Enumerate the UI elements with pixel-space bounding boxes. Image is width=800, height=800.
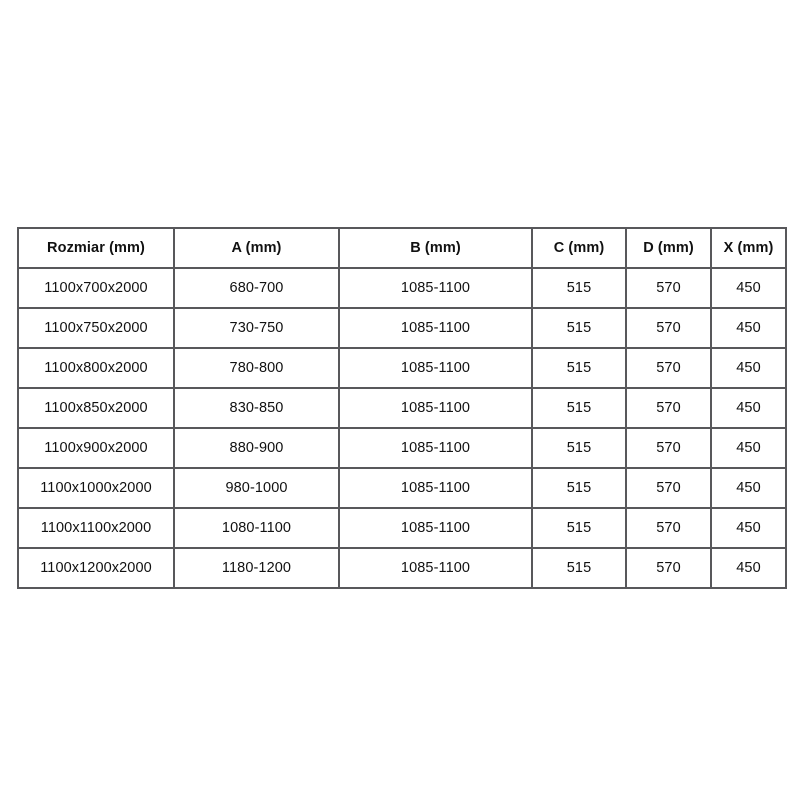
cell-d: 570 bbox=[625, 387, 712, 429]
table-body: 1100x700x2000 680-700 1085-1100 515 570 450 11… bbox=[17, 267, 787, 589]
cell-b: 1085-1100 bbox=[338, 427, 533, 469]
cell-x: 450 bbox=[710, 307, 787, 349]
cell-b: 1085-1100 bbox=[338, 267, 533, 309]
column-header-b: B (mm) bbox=[338, 227, 533, 269]
specification-table: Rozmiar (mm) A (mm) B (mm) C (mm) D (mm) X (m… bbox=[17, 227, 787, 589]
cell-c: 515 bbox=[531, 467, 627, 509]
cell-b: 1085-1100 bbox=[338, 387, 533, 429]
cell-a: 880-900 bbox=[173, 427, 340, 469]
cell-a: 730-750 bbox=[173, 307, 340, 349]
cell-d: 570 bbox=[625, 267, 712, 309]
cell-b: 1085-1100 bbox=[338, 507, 533, 549]
cell-rozmiar: 1100x800x2000 bbox=[17, 347, 175, 389]
cell-b: 1085-1100 bbox=[338, 467, 533, 509]
table-row: 1100x1200x2000 1180-1200 1085-1100 515 570 45… bbox=[17, 547, 787, 589]
cell-b: 1085-1100 bbox=[338, 547, 533, 589]
cell-x: 450 bbox=[710, 347, 787, 389]
cell-rozmiar: 1100x850x2000 bbox=[17, 387, 175, 429]
cell-c: 515 bbox=[531, 347, 627, 389]
cell-c: 515 bbox=[531, 547, 627, 589]
column-header-x: X (mm) bbox=[710, 227, 787, 269]
cell-b: 1085-1100 bbox=[338, 307, 533, 349]
column-header-rozmiar: Rozmiar (mm) bbox=[17, 227, 175, 269]
cell-rozmiar: 1100x1200x2000 bbox=[17, 547, 175, 589]
cell-d: 570 bbox=[625, 467, 712, 509]
cell-rozmiar: 1100x1100x2000 bbox=[17, 507, 175, 549]
cell-x: 450 bbox=[710, 547, 787, 589]
cell-c: 515 bbox=[531, 387, 627, 429]
cell-c: 515 bbox=[531, 307, 627, 349]
cell-rozmiar: 1100x900x2000 bbox=[17, 427, 175, 469]
cell-c: 515 bbox=[531, 267, 627, 309]
specification-table-container: Rozmiar (mm) A (mm) B (mm) C (mm) D (mm) X (m… bbox=[17, 227, 787, 589]
cell-x: 450 bbox=[710, 387, 787, 429]
cell-d: 570 bbox=[625, 427, 712, 469]
column-header-a: A (mm) bbox=[173, 227, 340, 269]
cell-x: 450 bbox=[710, 267, 787, 309]
cell-a: 830-850 bbox=[173, 387, 340, 429]
cell-c: 515 bbox=[531, 427, 627, 469]
cell-d: 570 bbox=[625, 547, 712, 589]
table-header: Rozmiar (mm) A (mm) B (mm) C (mm) D (mm) X (m… bbox=[17, 227, 787, 269]
table-row: 1100x800x2000 780-800 1085-1100 515 570 450 bbox=[17, 347, 787, 389]
cell-a: 1180-1200 bbox=[173, 547, 340, 589]
table-row: 1100x850x2000 830-850 1085-1100 515 570 450 bbox=[17, 387, 787, 429]
table-row: 1100x1000x2000 980-1000 1085-1100 515 570 450 bbox=[17, 467, 787, 509]
cell-a: 1080-1100 bbox=[173, 507, 340, 549]
cell-c: 515 bbox=[531, 507, 627, 549]
table-row: 1100x900x2000 880-900 1085-1100 515 570 450 bbox=[17, 427, 787, 469]
cell-rozmiar: 1100x1000x2000 bbox=[17, 467, 175, 509]
cell-d: 570 bbox=[625, 307, 712, 349]
column-header-c: C (mm) bbox=[531, 227, 627, 269]
cell-d: 570 bbox=[625, 507, 712, 549]
cell-x: 450 bbox=[710, 427, 787, 469]
cell-a: 680-700 bbox=[173, 267, 340, 309]
cell-d: 570 bbox=[625, 347, 712, 389]
table-header-row: Rozmiar (mm) A (mm) B (mm) C (mm) D (mm) X (m… bbox=[17, 227, 787, 269]
cell-a: 980-1000 bbox=[173, 467, 340, 509]
table-row: 1100x1100x2000 1080-1100 1085-1100 515 570 45… bbox=[17, 507, 787, 549]
cell-x: 450 bbox=[710, 467, 787, 509]
cell-rozmiar: 1100x700x2000 bbox=[17, 267, 175, 309]
cell-rozmiar: 1100x750x2000 bbox=[17, 307, 175, 349]
table-row: 1100x750x2000 730-750 1085-1100 515 570 450 bbox=[17, 307, 787, 349]
cell-a: 780-800 bbox=[173, 347, 340, 389]
column-header-d: D (mm) bbox=[625, 227, 712, 269]
cell-b: 1085-1100 bbox=[338, 347, 533, 389]
cell-x: 450 bbox=[710, 507, 787, 549]
table-row: 1100x700x2000 680-700 1085-1100 515 570 450 bbox=[17, 267, 787, 309]
